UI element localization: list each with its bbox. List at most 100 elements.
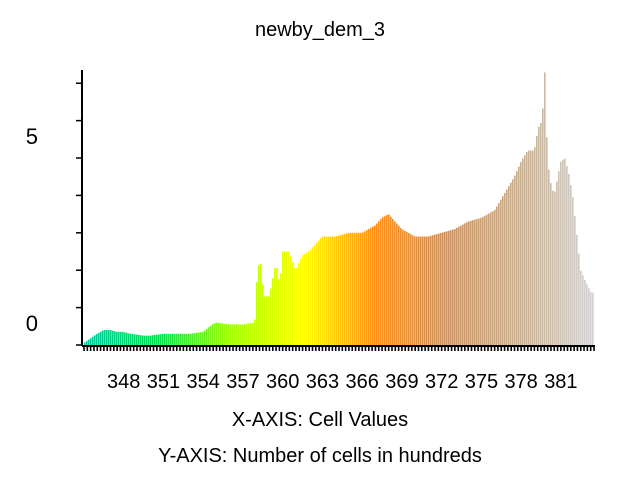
histogram-bar bbox=[478, 218, 480, 345]
histogram-bar bbox=[290, 256, 292, 345]
histogram-bar bbox=[180, 333, 182, 345]
histogram-bar bbox=[544, 72, 546, 346]
histogram-bar bbox=[296, 267, 298, 345]
histogram-bar bbox=[522, 158, 524, 345]
histogram-bar bbox=[166, 333, 168, 345]
histogram-bar bbox=[146, 335, 148, 345]
histogram-bar bbox=[570, 185, 572, 345]
histogram-bar bbox=[132, 334, 134, 345]
histogram-bar bbox=[556, 181, 558, 345]
x-tick-label: 378 bbox=[504, 371, 537, 393]
histogram-bar bbox=[222, 323, 224, 345]
histogram-bar bbox=[494, 209, 496, 345]
histogram-bar bbox=[92, 336, 94, 345]
histogram-bar bbox=[366, 230, 368, 345]
histogram-bar bbox=[226, 324, 228, 345]
histogram-bar bbox=[170, 333, 172, 345]
histogram-bar bbox=[120, 331, 122, 345]
histogram-bar bbox=[560, 161, 562, 345]
histogram-bar bbox=[230, 324, 232, 345]
histogram-bar bbox=[496, 206, 498, 345]
histogram-bar bbox=[114, 331, 116, 345]
histogram-bar bbox=[462, 224, 464, 345]
histogram-bar bbox=[210, 325, 212, 345]
histogram-bar bbox=[416, 236, 418, 345]
histogram-bar bbox=[354, 232, 356, 345]
histogram-bar bbox=[216, 322, 218, 345]
histogram-bar bbox=[392, 218, 394, 345]
histogram-bar bbox=[262, 284, 264, 345]
histogram-bar bbox=[530, 150, 532, 345]
histogram-bar bbox=[370, 227, 372, 345]
histogram-bar bbox=[368, 228, 370, 345]
histogram-bar bbox=[310, 249, 312, 345]
histogram-bar bbox=[482, 216, 484, 345]
histogram-bar bbox=[156, 334, 158, 345]
x-tick-label: 360 bbox=[266, 371, 299, 393]
histogram-bar bbox=[274, 268, 276, 345]
histogram-bar bbox=[106, 330, 108, 345]
histogram-bar bbox=[298, 263, 300, 345]
histogram-bar bbox=[548, 169, 550, 345]
histogram-bar bbox=[328, 236, 330, 345]
histogram-bar bbox=[130, 333, 132, 345]
histogram-bar bbox=[576, 234, 578, 345]
histogram-bar bbox=[232, 324, 234, 345]
histogram-bar bbox=[488, 213, 490, 345]
histogram-bar bbox=[196, 332, 198, 345]
histogram-bar bbox=[102, 330, 104, 345]
histogram-bar bbox=[84, 342, 86, 345]
histogram-bar bbox=[112, 330, 114, 345]
histogram-bar bbox=[214, 323, 216, 345]
histogram-bar bbox=[402, 229, 404, 345]
histogram-bar bbox=[116, 331, 118, 345]
histogram-bar bbox=[498, 203, 500, 345]
histogram-bar bbox=[558, 171, 560, 345]
histogram-bar bbox=[480, 217, 482, 345]
histogram-bar bbox=[174, 333, 176, 345]
histogram-bar bbox=[118, 331, 120, 345]
histogram-bar bbox=[136, 334, 138, 345]
histogram-bar bbox=[364, 231, 366, 345]
histogram-bar bbox=[414, 236, 416, 345]
histogram-bar bbox=[158, 334, 160, 345]
histogram-bar bbox=[228, 324, 230, 345]
x-tick-label: 381 bbox=[544, 371, 577, 393]
histogram-bar bbox=[164, 333, 166, 345]
histogram-bar bbox=[336, 236, 338, 345]
histogram-bar bbox=[580, 270, 582, 345]
histogram-bar bbox=[264, 296, 266, 345]
histogram-bar bbox=[318, 240, 320, 345]
histogram-bar bbox=[246, 323, 248, 345]
x-tick-label: 363 bbox=[306, 371, 339, 393]
histogram-bar bbox=[316, 242, 318, 345]
x-tick-label: 372 bbox=[425, 371, 458, 393]
histogram-bar bbox=[550, 183, 552, 345]
histogram-bar bbox=[406, 231, 408, 345]
histogram-bar bbox=[350, 232, 352, 345]
histogram-bar bbox=[424, 236, 426, 345]
histogram-bar bbox=[532, 150, 534, 345]
x-tick-label: 357 bbox=[226, 371, 259, 393]
histogram-bar bbox=[542, 108, 544, 346]
histogram-bar bbox=[512, 179, 514, 345]
histogram-bar bbox=[184, 333, 186, 345]
histogram-bar bbox=[540, 123, 542, 345]
histogram-bar bbox=[342, 234, 344, 345]
histogram-bar bbox=[168, 333, 170, 345]
histogram-bar bbox=[436, 234, 438, 345]
histogram-bar bbox=[564, 158, 566, 345]
histogram-bar bbox=[134, 334, 136, 345]
histogram-bar bbox=[294, 267, 296, 345]
histogram-bar bbox=[270, 288, 272, 345]
histogram-bar bbox=[330, 236, 332, 345]
histogram-bar bbox=[442, 232, 444, 345]
histogram-bar bbox=[584, 279, 586, 345]
histogram-bar bbox=[238, 324, 240, 345]
histogram-bar bbox=[302, 255, 304, 345]
histogram-bar bbox=[362, 232, 364, 345]
histogram-bar bbox=[324, 236, 326, 345]
histogram-bar bbox=[460, 225, 462, 345]
histogram-bar bbox=[492, 211, 494, 345]
histogram-bar bbox=[312, 247, 314, 345]
